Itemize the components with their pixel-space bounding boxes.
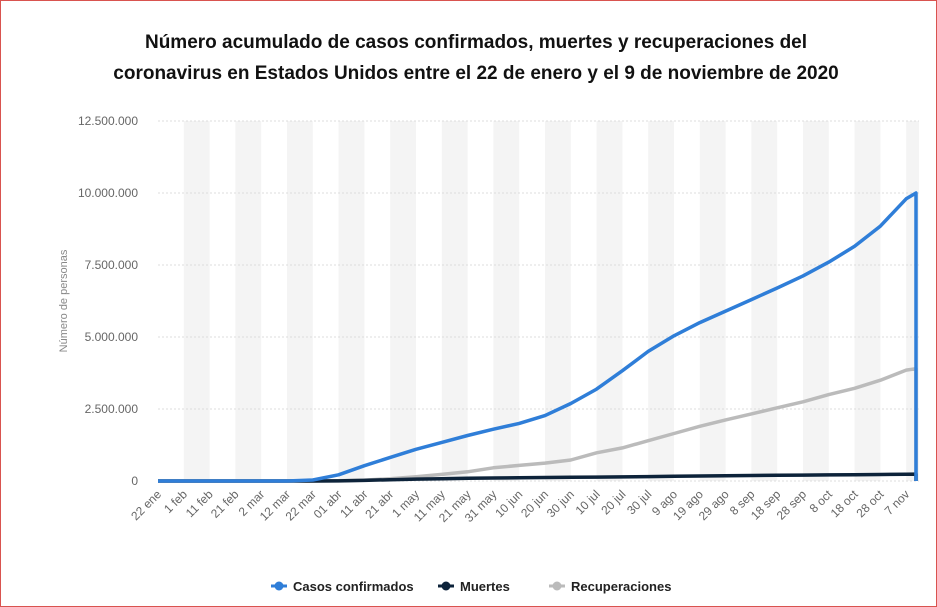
x-tick-label: 18 oct xyxy=(828,487,861,520)
grid-band xyxy=(338,121,365,481)
y-axis-label: Número de personas xyxy=(58,249,70,352)
x-tick-label: 7 nov xyxy=(882,487,913,518)
chart-title: Número acumulado de casos confirmados, m… xyxy=(113,32,839,84)
x-tick-label: 20 jul xyxy=(598,487,628,517)
x-tick-label: 28 sep xyxy=(774,487,810,523)
grid-band xyxy=(390,121,416,481)
grid-band xyxy=(183,121,210,481)
series-line xyxy=(158,191,918,483)
grid-band xyxy=(287,121,313,481)
y-tick-label: 0 xyxy=(131,474,138,488)
legend-swatch-dot xyxy=(441,581,451,591)
x-tick-label: 30 jul xyxy=(624,487,654,517)
x-tick-label: 10 jul xyxy=(573,487,603,517)
grid-band xyxy=(545,121,571,481)
x-tick-label: 01 abr xyxy=(311,487,345,521)
x-tick-label: 21 feb xyxy=(208,487,242,521)
y-tick-label: 2.500.000 xyxy=(85,402,139,416)
grid-band xyxy=(235,121,262,481)
y-tick-label: 12.500.000 xyxy=(78,114,138,128)
x-tick-label: 30 jun xyxy=(544,487,577,520)
x-tick-label: 21 abr xyxy=(362,487,396,521)
legend-label: Muertes xyxy=(460,579,510,594)
x-tick-label: 28 oct xyxy=(853,487,886,520)
x-tick-label: 22 ene xyxy=(128,487,164,523)
grid-band xyxy=(751,121,778,481)
y-tick-label: 7.500.000 xyxy=(85,258,139,272)
legend-label: Recuperaciones xyxy=(571,579,671,594)
grid-band xyxy=(648,121,674,481)
grid-band xyxy=(596,121,623,481)
grid-band xyxy=(493,121,520,481)
legend-label: Casos confirmados xyxy=(293,579,414,594)
x-tick-label: 29 ago xyxy=(696,487,732,523)
y-tick-label: 5.000.000 xyxy=(85,330,139,344)
legend-swatch-dot xyxy=(552,581,562,591)
x-tick-label: 20 jun xyxy=(518,487,551,520)
grid-band xyxy=(441,121,468,481)
x-tick-label: 10 jun xyxy=(492,487,525,520)
series-line xyxy=(158,366,918,483)
y-tick-label: 10.000.000 xyxy=(78,186,138,200)
legend-swatch-dot xyxy=(274,581,284,591)
grid-band xyxy=(854,121,881,481)
grid-band xyxy=(803,121,829,481)
